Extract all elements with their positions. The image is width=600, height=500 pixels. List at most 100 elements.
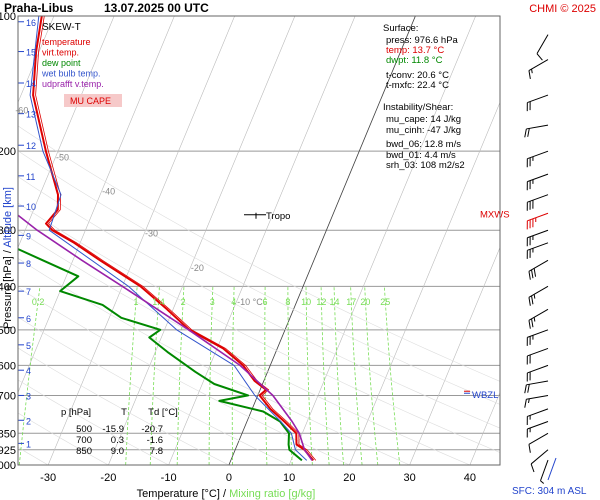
wind-barb-shaft: [528, 285, 549, 298]
wind-barb-half-feather: [540, 480, 545, 484]
y-axis-title-pressure: Pressure [hPa]: [2, 256, 14, 329]
mixing-ratio-label: 6: [262, 297, 267, 307]
pressure-tick-label: 100: [0, 11, 16, 23]
wind-barb-feather: [536, 53, 543, 61]
mixing-ratio-line: [364, 286, 379, 465]
chart-title: SKEW-T: [42, 22, 81, 33]
wind-barb-shaft: [536, 34, 549, 54]
table-header-cell: Td [°C]: [148, 407, 178, 418]
temperature-tick-label: 10: [283, 472, 295, 484]
surface-tconv: t-conv: 20.6 °C: [386, 70, 449, 81]
isotherm-line: [47, 16, 235, 465]
wind-barb: [528, 259, 549, 280]
series-line: [18, 214, 313, 461]
altitude-tick-label: 7: [26, 287, 31, 297]
table-cell: 850: [76, 446, 92, 457]
wind-barb-shaft: [528, 259, 549, 272]
isotherm-label: -40: [102, 187, 115, 197]
x-axis-title-temperature: Temperature [°C]: [137, 488, 220, 500]
wind-barb: [526, 173, 549, 191]
altitude-tick-label: 2: [26, 416, 31, 426]
x-axis-title: Temperature [°C] / Mixing ratio [g/kg]: [137, 488, 316, 500]
dry-adiabat-line: [18, 379, 169, 465]
wind-barb-shaft: [528, 59, 549, 71]
mixing-ratio-line: [333, 286, 344, 465]
wind-barb-half-feather: [528, 398, 530, 404]
wind-barb-shaft: [527, 173, 549, 183]
wind-barb-shaft: [527, 94, 549, 104]
table-cell: 0.3: [111, 435, 124, 446]
altitude-tick-label: 14: [26, 79, 36, 89]
wind-barb-feather: [528, 70, 531, 80]
dry-adiabat-line: [18, 125, 500, 382]
surface-elevation-label: SFC: 304 m ASL: [512, 486, 587, 497]
mixing-ratio-line: [208, 286, 214, 465]
isotherm-label: -30: [145, 229, 158, 239]
mixing-ratio-label: 10: [301, 297, 311, 307]
mixing-ratio-line: [383, 286, 401, 465]
wind-barb-feather: [527, 384, 530, 393]
mixing-ratio-label: 8: [285, 297, 290, 307]
y-axis-title-separator: /: [2, 249, 14, 256]
isotherm-label: -60: [15, 106, 28, 116]
wind-barb-shaft: [527, 364, 549, 374]
wind-barb: [526, 421, 549, 438]
isotherm-line: [349, 101, 500, 465]
altitude-tick-label: 11: [26, 172, 35, 182]
station-name: Praha-Libus: [4, 1, 74, 15]
altitude-tick-label: 10: [26, 202, 36, 212]
wind-barb-feather: [528, 271, 531, 280]
isotherm-line: [108, 16, 296, 465]
altitude-tick-label: 15: [26, 48, 36, 58]
mixing-ratio-label: 1: [134, 297, 139, 307]
temperature-tick-label: 0: [226, 472, 232, 484]
wind-barb-shaft: [527, 421, 549, 430]
mixing-ratio-label: 12: [316, 297, 326, 307]
bwd-01-value: bwd_01: 4.4 m/s: [386, 150, 456, 161]
altitude-tick-label: 1: [26, 439, 31, 449]
wind-barb-shaft: [540, 459, 549, 481]
wind-barb: [524, 380, 549, 394]
isotherm-line: [530, 16, 600, 465]
altitude-tick-label: 16: [26, 18, 36, 28]
altitude-tick-label: 13: [26, 110, 36, 120]
wind-barb-half-feather: [531, 68, 533, 74]
temperature-tick-label: -20: [100, 472, 116, 484]
mu-cape-value: mu_cape: 14 J/kg: [386, 114, 461, 125]
mixing-ratio-label: 4: [231, 297, 236, 307]
pressure-tick-label: 600: [0, 360, 16, 372]
wind-barb-shaft: [526, 394, 549, 400]
wind-barb: [530, 449, 549, 473]
table-cell: -20.7: [141, 424, 163, 435]
wind-barb-feather: [531, 318, 534, 328]
wind-barb: [526, 94, 549, 112]
surface-temp: temp: 13.7 °C: [386, 45, 444, 56]
wind-barb-feather: [528, 444, 531, 453]
wind-barb: [528, 432, 549, 453]
pressure-tick-label: 1000: [0, 460, 16, 472]
series-line: [32, 16, 315, 462]
isotherm-line: [18, 16, 55, 104]
table-header-cell: p [hPa]: [61, 407, 91, 418]
isotherm-zero-line: [228, 16, 416, 465]
wind-barb-shaft: [527, 242, 549, 251]
wind-barb-shaft: [526, 124, 549, 130]
series-line: [29, 16, 308, 461]
grid-layer: [18, 16, 600, 465]
sounding-datetime: 13.07.2025 00 UTC: [104, 1, 209, 15]
pressure-tick-label: 850: [0, 428, 16, 440]
series-layer: [18, 16, 317, 462]
plot-frame: [17, 15, 501, 466]
wind-barb: [526, 229, 549, 247]
mixing-ratio-line: [305, 286, 313, 465]
pressure-tick-label: 400: [0, 281, 16, 293]
wind-barb: [526, 347, 549, 365]
wind-barb: [524, 394, 549, 408]
wind-barb-shaft: [527, 212, 549, 222]
wind-barb-feather: [524, 128, 527, 138]
wind-barb-feather: [531, 295, 534, 305]
wind-barb-half-feather: [533, 294, 536, 299]
altitude-tick-label: 5: [26, 341, 31, 351]
mixing-ratio-line: [264, 286, 268, 465]
mixing-ratio-layer: [18, 286, 401, 465]
